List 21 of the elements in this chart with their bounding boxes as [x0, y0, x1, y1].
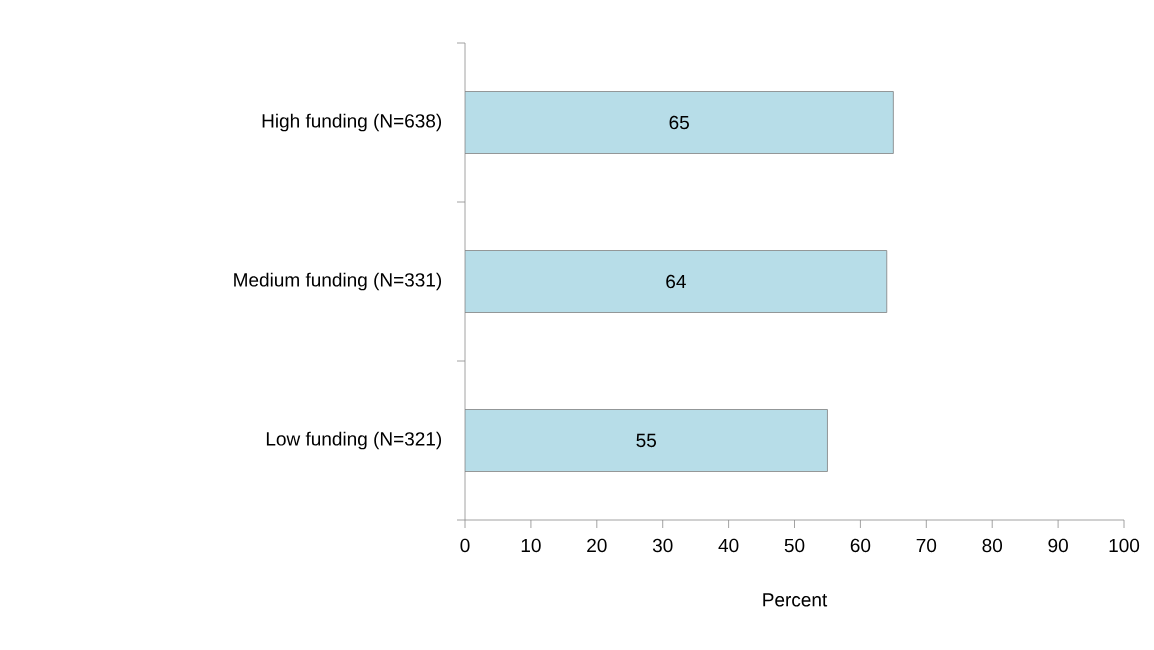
- bar: [465, 91, 894, 154]
- data-label: 65: [669, 115, 689, 130]
- x-tick-label: 80: [982, 538, 1003, 553]
- x-tick-label: 50: [784, 538, 805, 553]
- data-label: 55: [636, 433, 657, 448]
- x-axis-title: Percent: [763, 593, 828, 607]
- x-tick-label: 0: [460, 538, 470, 553]
- x-tick-label: 20: [587, 538, 607, 553]
- x-tick-label: 30: [652, 538, 673, 553]
- x-tick-label: 60: [850, 538, 871, 553]
- x-tick-label: 40: [718, 538, 739, 553]
- y-tick-label: Medium funding (N=331): [234, 272, 442, 291]
- bar: [465, 250, 888, 313]
- y-tick-label: High funding (N=638): [262, 113, 442, 132]
- y-tick-label: Low funding (N=321): [266, 431, 442, 450]
- x-tick-label: 90: [1048, 538, 1068, 553]
- x-tick-label: 100: [1109, 538, 1140, 553]
- bar: [465, 409, 828, 472]
- x-tick-label: 70: [916, 538, 937, 553]
- x-tick-label: 10: [521, 538, 541, 553]
- data-label: 64: [666, 274, 686, 289]
